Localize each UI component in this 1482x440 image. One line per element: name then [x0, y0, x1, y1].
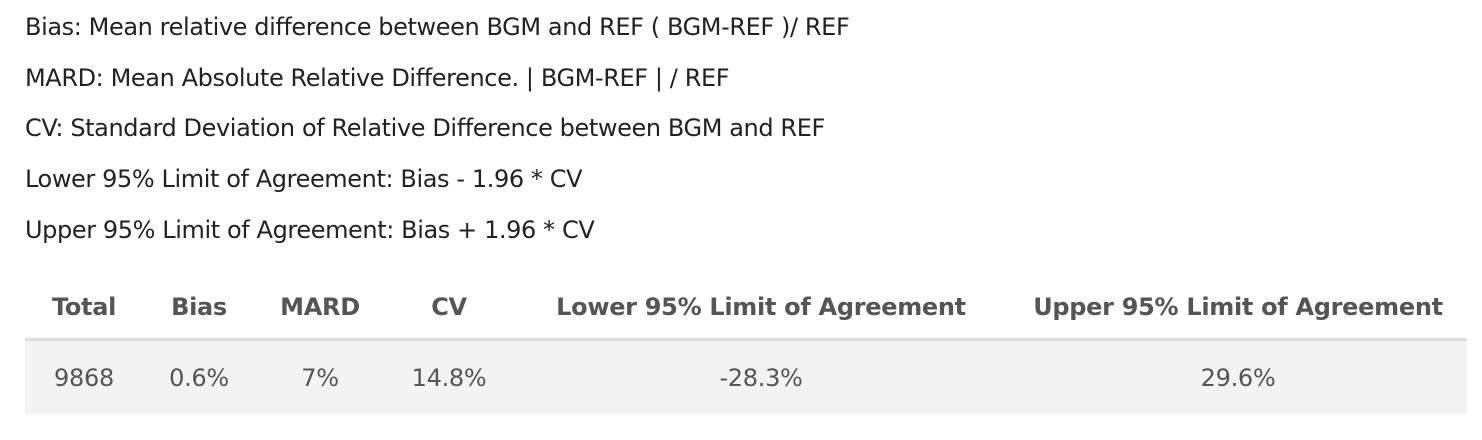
- header-bias: Bias: [143, 276, 255, 341]
- definition-cv: CV: Standard Deviation of Relative Diffe…: [25, 114, 825, 142]
- cell-lower-loa: -28.3%: [513, 339, 1009, 414]
- header-mard: MARD: [255, 276, 385, 341]
- definition-lower-loa: Lower 95% Limit of Agreement: Bias - 1.9…: [25, 165, 583, 193]
- cell-cv: 14.8%: [385, 339, 513, 414]
- accuracy-stats-table: Total Bias MARD CV Lower 95% Limit of Ag…: [25, 276, 1467, 414]
- cell-bias: 0.6%: [143, 339, 255, 414]
- cell-total: 9868: [25, 339, 143, 414]
- table-header-row: Total Bias MARD CV Lower 95% Limit of Ag…: [25, 276, 1467, 341]
- cell-mard: 7%: [255, 339, 385, 414]
- header-cv: CV: [385, 276, 513, 341]
- definition-bias: Bias: Mean relative difference between B…: [25, 13, 850, 41]
- table-row: 9868 0.6% 7% 14.8% -28.3% 29.6%: [25, 339, 1467, 414]
- header-upper-loa: Upper 95% Limit of Agreement: [1009, 276, 1467, 341]
- definition-upper-loa: Upper 95% Limit of Agreement: Bias + 1.9…: [25, 216, 595, 244]
- header-total: Total: [25, 276, 143, 341]
- cell-upper-loa: 29.6%: [1009, 339, 1467, 414]
- definition-mard: MARD: Mean Absolute Relative Difference.…: [25, 64, 730, 92]
- header-lower-loa: Lower 95% Limit of Agreement: [513, 276, 1009, 341]
